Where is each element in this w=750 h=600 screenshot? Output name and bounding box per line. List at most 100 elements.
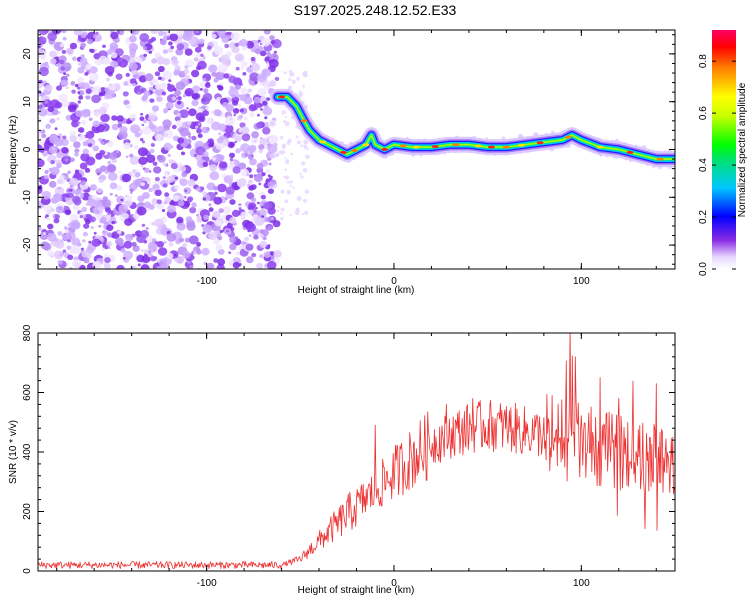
noise-blob xyxy=(183,187,192,195)
noise-blob xyxy=(262,100,268,106)
noise-blob xyxy=(195,146,206,156)
noise-blob xyxy=(250,56,256,62)
ridge-hotspot xyxy=(319,140,327,144)
colorbar-ticks: 0.0 0.2 0.4 0.6 0.8 xyxy=(698,54,736,276)
noise-blob xyxy=(129,78,137,85)
noise-blob xyxy=(259,50,267,57)
noise-blob xyxy=(158,30,164,37)
noise-blob xyxy=(54,186,65,196)
noise-blob xyxy=(209,164,217,172)
noise-blob xyxy=(88,240,92,244)
noise-blob xyxy=(125,155,129,159)
noise-blob xyxy=(261,172,266,177)
noise-blob xyxy=(163,31,167,35)
noise-blob xyxy=(78,127,85,133)
noise-blob xyxy=(246,192,255,200)
noise-blob xyxy=(294,210,300,216)
noise-blob xyxy=(96,187,103,194)
noise-blob xyxy=(162,183,168,188)
noise-blob xyxy=(187,179,196,187)
colorbar-tick-label: 0.0 xyxy=(698,262,709,276)
noise-blob xyxy=(98,178,105,183)
noise-blob xyxy=(125,104,132,110)
noise-blob xyxy=(253,96,261,104)
noise-blob xyxy=(150,143,155,147)
noise-blob xyxy=(46,232,57,242)
noise-blob xyxy=(123,250,133,260)
noise-blob xyxy=(137,147,148,157)
noise-blob xyxy=(286,180,290,184)
noise-blob xyxy=(106,224,114,231)
noise-blob xyxy=(238,114,244,119)
noise-blob xyxy=(256,162,264,170)
noise-blob xyxy=(213,109,221,117)
noise-blob xyxy=(79,162,88,170)
noise-blob xyxy=(184,87,195,97)
noise-blob xyxy=(80,54,85,59)
noise-blob xyxy=(208,142,214,148)
noise-blob xyxy=(235,258,238,261)
noise-blob xyxy=(207,45,212,50)
noise-blob xyxy=(92,120,100,128)
noise-blob xyxy=(194,30,200,34)
noise-blob xyxy=(129,48,137,55)
noise-blob xyxy=(151,238,157,243)
noise-blob xyxy=(118,170,122,174)
ridge-hotspot xyxy=(413,145,420,149)
noise-blob xyxy=(149,98,155,103)
noise-blob xyxy=(71,237,81,246)
noise-blob xyxy=(290,152,294,156)
noise-blob xyxy=(79,215,84,219)
noise-blob xyxy=(140,165,144,168)
noise-blob xyxy=(232,166,241,174)
noise-blob xyxy=(191,202,197,208)
noise-blob xyxy=(289,180,293,184)
noise-blob xyxy=(151,221,156,226)
noise-blob xyxy=(191,93,198,100)
noise-blob xyxy=(262,106,273,116)
noise-blob xyxy=(182,94,187,98)
noise-blob xyxy=(241,245,245,248)
noise-blob xyxy=(50,160,55,165)
noise-blob xyxy=(143,119,148,124)
noise-blob xyxy=(249,72,260,82)
noise-blob xyxy=(227,115,232,120)
noise-blob xyxy=(98,240,102,245)
noise-blob xyxy=(74,83,79,88)
noise-blob xyxy=(140,137,144,142)
noise-blob xyxy=(72,56,77,61)
noise-blob xyxy=(64,66,70,72)
noise-blob xyxy=(91,238,101,247)
noise-blob xyxy=(257,88,267,97)
noise-blob xyxy=(263,202,273,210)
noise-blob xyxy=(269,80,277,87)
noise-blob xyxy=(163,241,167,244)
snr-series xyxy=(38,333,675,569)
noise-blob xyxy=(184,74,190,80)
noise-blob xyxy=(188,235,199,245)
noise-blob xyxy=(132,245,140,252)
noise-blob xyxy=(56,163,62,169)
noise-blob xyxy=(109,182,118,190)
noise-blob xyxy=(114,221,117,224)
noise-blob xyxy=(102,44,106,48)
noise-blob xyxy=(231,209,240,217)
noise-blob xyxy=(217,63,228,73)
noise-blob xyxy=(69,135,77,143)
noise-blob xyxy=(247,88,253,93)
noise-blob xyxy=(207,138,214,144)
noise-blob xyxy=(219,229,224,234)
noise-blob xyxy=(233,113,237,117)
noise-blob xyxy=(77,91,81,94)
noise-blob xyxy=(134,172,141,178)
noise-blob xyxy=(44,170,49,174)
noise-blob xyxy=(60,79,69,87)
noise-blob xyxy=(305,154,310,160)
noise-blob xyxy=(171,145,174,149)
noise-blob xyxy=(110,31,119,40)
noise-blob xyxy=(168,41,173,46)
noise-blob xyxy=(84,167,91,173)
noise-blob xyxy=(269,35,275,41)
noise-blob xyxy=(213,238,220,245)
noise-blob xyxy=(131,241,137,247)
